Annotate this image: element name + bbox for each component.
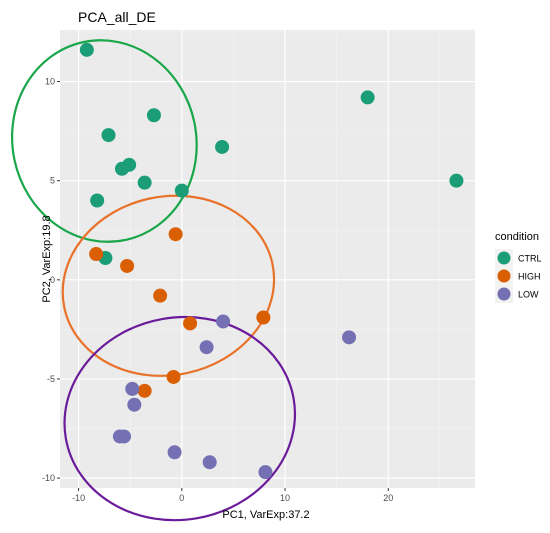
x-tick-label: 20 xyxy=(383,493,393,503)
point-high xyxy=(89,247,104,262)
chart-title: PCA_all_DE xyxy=(78,9,156,25)
point-ctrl xyxy=(101,128,116,143)
x-tick-label: -10 xyxy=(72,493,85,503)
y-axis-label: PC2, VarExp:19.8 xyxy=(41,215,53,302)
ellipse-low xyxy=(63,315,297,522)
plot-panel xyxy=(60,30,475,488)
x-tick-label: 10 xyxy=(280,493,290,503)
legend-items: CTRL HIGH LOW xyxy=(495,249,542,303)
legend-label-ctrl: CTRL xyxy=(518,254,542,264)
point-ctrl xyxy=(137,175,152,190)
ellipse-ctrl xyxy=(10,39,198,243)
y-tick-label: 5 xyxy=(50,176,55,186)
y-tick-label: 0 xyxy=(50,275,55,285)
point-low xyxy=(127,397,142,412)
y-tick-label: -5 xyxy=(47,374,55,384)
point-low xyxy=(202,455,217,470)
point-low xyxy=(216,314,231,329)
data-points xyxy=(79,42,464,480)
point-ctrl xyxy=(360,90,375,105)
legend-label-low: LOW xyxy=(518,290,539,300)
point-ctrl xyxy=(79,42,94,57)
y-axis-ticks: -10 -5 0 5 10 xyxy=(42,77,60,483)
point-ctrl xyxy=(449,173,464,188)
point-high xyxy=(166,369,181,384)
point-low xyxy=(199,340,214,355)
y-tick-label: 10 xyxy=(45,77,55,87)
legend-key-ctrl xyxy=(497,251,511,265)
legend-key-high xyxy=(497,269,511,283)
point-high xyxy=(256,310,271,325)
confidence-ellipses xyxy=(10,39,297,522)
x-tick-label: 0 xyxy=(179,493,184,503)
point-low xyxy=(342,330,357,345)
point-ctrl xyxy=(90,193,105,208)
point-ctrl xyxy=(146,108,161,123)
legend-key-low xyxy=(497,287,511,301)
point-ctrl xyxy=(174,183,189,198)
point-low xyxy=(112,429,127,444)
point-high xyxy=(168,227,183,242)
point-ctrl xyxy=(114,161,129,176)
point-high xyxy=(183,316,198,331)
legend-title: condition xyxy=(495,231,539,243)
point-low xyxy=(258,465,273,480)
x-axis-label: PC1, VarExp:37.2 xyxy=(222,509,309,521)
legend-label-high: HIGH xyxy=(518,272,541,282)
point-high xyxy=(120,258,135,273)
point-low xyxy=(125,381,140,396)
x-axis-ticks: -10 0 10 20 xyxy=(72,488,393,503)
y-tick-label: -10 xyxy=(42,473,55,483)
point-high xyxy=(153,288,168,303)
legend: condition CTRL HIGH LOW xyxy=(495,231,542,303)
point-ctrl xyxy=(215,139,230,154)
point-low xyxy=(167,445,182,460)
ellipse-high xyxy=(61,194,276,377)
point-high xyxy=(137,383,152,398)
